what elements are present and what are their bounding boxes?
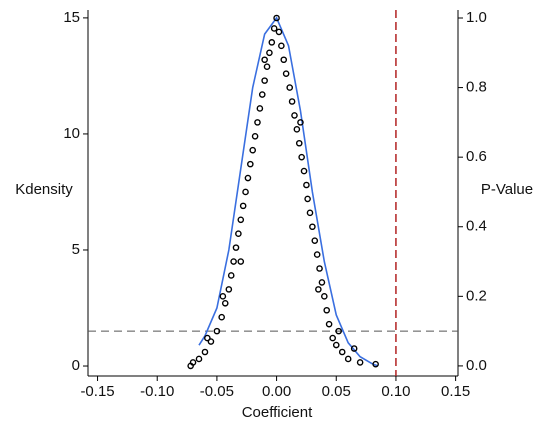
point (356, 359, 364, 366)
point (286, 84, 294, 91)
point (261, 56, 268, 64)
point (309, 223, 316, 231)
point (270, 25, 278, 32)
point (306, 209, 314, 217)
point (254, 119, 261, 126)
x-tick-label: -0.10 (140, 383, 174, 400)
point (187, 362, 194, 370)
point (251, 132, 259, 140)
x-tick-label: 0.05 (322, 383, 351, 400)
y-tick-label: 5 (72, 241, 80, 258)
point (219, 293, 227, 300)
point (293, 126, 301, 133)
point (338, 348, 346, 356)
point (304, 195, 311, 203)
y-tick-label: 15 (63, 9, 80, 26)
point (235, 230, 242, 238)
point (335, 327, 342, 335)
point (249, 146, 257, 154)
point (344, 355, 352, 363)
point (266, 49, 273, 57)
point (295, 139, 303, 147)
point (201, 348, 209, 356)
point (268, 39, 276, 46)
point (315, 286, 322, 293)
y-tick-label: 0 (72, 357, 80, 374)
point (225, 286, 233, 293)
x-tick-label: 0.15 (441, 383, 470, 400)
point (237, 258, 245, 265)
point (218, 313, 225, 321)
y-axis-label: Kdensity (15, 181, 73, 198)
point (278, 42, 285, 50)
point (263, 63, 271, 71)
point (325, 320, 333, 328)
point (318, 279, 326, 286)
x-axis-label: Coefficient (242, 404, 313, 421)
point (300, 167, 308, 175)
point (321, 293, 328, 300)
point (316, 265, 323, 272)
point (244, 174, 252, 182)
point (232, 244, 240, 251)
point (230, 258, 237, 265)
point (350, 345, 358, 352)
point (275, 28, 283, 36)
point (195, 355, 203, 363)
point (221, 299, 229, 307)
point (237, 216, 245, 224)
point (247, 160, 254, 168)
x-tick-label: -0.05 (200, 383, 234, 400)
y2-tick-label: 0.8 (466, 79, 487, 96)
y2-tick-label: 0.0 (466, 357, 487, 374)
point (298, 153, 305, 161)
point (207, 338, 215, 345)
point (261, 77, 268, 84)
point (329, 334, 336, 342)
point (239, 202, 247, 210)
point (303, 181, 310, 189)
density-line (198, 16, 379, 367)
point (273, 14, 280, 22)
point (288, 98, 296, 105)
y2-tick-label: 0.4 (466, 218, 487, 235)
y2-tick-label: 0.6 (466, 148, 487, 165)
point (242, 188, 249, 196)
point (258, 91, 266, 98)
point (297, 119, 304, 126)
y-tick-label: 10 (63, 125, 80, 142)
x-tick-label: 0.00 (262, 383, 291, 400)
point (213, 327, 221, 335)
y2-tick-label: 1.0 (466, 9, 487, 26)
point (204, 334, 211, 342)
x-tick-label: -0.15 (80, 383, 114, 400)
point (311, 237, 319, 244)
point (280, 56, 288, 64)
point (282, 70, 290, 77)
point (227, 272, 235, 279)
point (256, 105, 264, 112)
point (323, 306, 331, 314)
point (291, 112, 298, 119)
point (313, 251, 321, 258)
point (372, 360, 379, 368)
x-tick-label: 0.10 (381, 383, 410, 400)
y2-axis-label: P-Value (481, 181, 533, 198)
point (332, 341, 340, 349)
y2-tick-label: 0.2 (466, 287, 487, 304)
